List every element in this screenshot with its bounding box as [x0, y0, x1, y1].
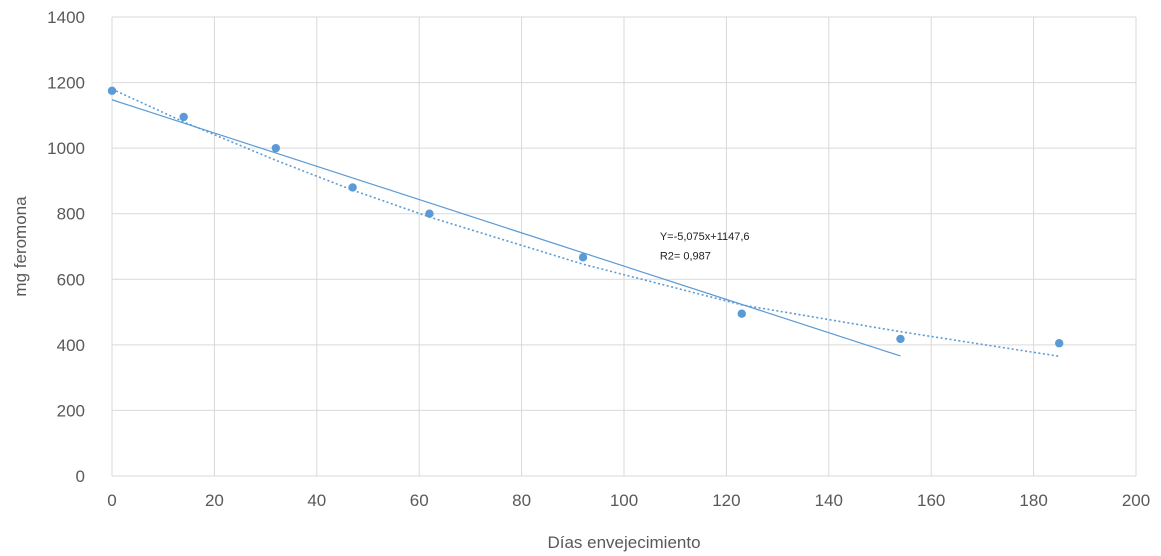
y-tick-label: 1400 [47, 8, 85, 27]
x-tick-label: 120 [712, 491, 740, 510]
y-axis-ticks: 0 200 400 600 800 1000 1200 1400 [47, 8, 85, 486]
data-point [1055, 339, 1064, 348]
data-point [271, 143, 281, 153]
data-point [348, 183, 357, 192]
x-tick-label: 100 [610, 491, 638, 510]
y-tick-label: 1200 [47, 74, 85, 93]
data-point [737, 309, 746, 318]
polynomial-trendline [111, 88, 1060, 358]
x-tick-label: 80 [512, 491, 531, 510]
y-axis-title: mg feromona [11, 196, 30, 297]
data-point [107, 86, 117, 95]
equation-label: Y=-5,075x+1147,6 [660, 231, 750, 243]
data-point [179, 112, 188, 122]
r-squared-label: R2= 0,987 [660, 251, 711, 263]
linear-trendline [111, 99, 901, 357]
trendlines [111, 88, 1060, 358]
data-point [578, 253, 588, 262]
x-tick-label: 140 [815, 491, 843, 510]
data-point [896, 334, 905, 344]
x-tick-label: 200 [1122, 491, 1150, 510]
y-tick-label: 800 [57, 205, 85, 224]
x-tick-label: 180 [1019, 491, 1047, 510]
x-tick-label: 40 [307, 491, 326, 510]
x-tick-label: 160 [917, 491, 945, 510]
y-tick-label: 400 [57, 336, 85, 355]
data-point [425, 209, 434, 218]
data-points [107, 86, 1064, 348]
x-tick-label: 20 [205, 491, 224, 510]
x-tick-label: 0 [107, 491, 116, 510]
x-tick-label: 60 [410, 491, 429, 510]
y-tick-label: 200 [57, 401, 85, 420]
grid [111, 16, 1137, 477]
x-axis-title: Días envejecimiento [547, 533, 700, 552]
y-tick-label: 1000 [47, 139, 85, 158]
x-axis-ticks: 0 20 40 60 80 100 120 140 160 180 200 [107, 491, 1150, 510]
y-tick-label: 0 [76, 467, 85, 486]
y-tick-label: 600 [57, 270, 85, 289]
